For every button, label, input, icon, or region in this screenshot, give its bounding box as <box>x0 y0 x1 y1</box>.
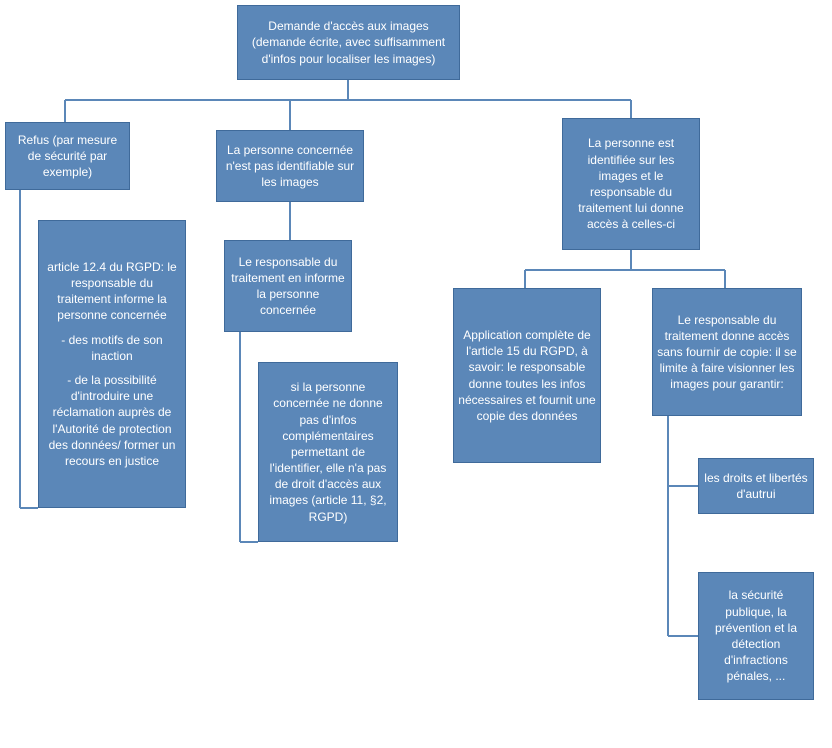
node-text: Le responsable du traitement donne accès… <box>657 312 797 393</box>
node-informe: Le responsable du traitement en informe … <box>224 240 352 332</box>
node-text: La personne concernée n'est pas identifi… <box>221 142 359 191</box>
node-text: la sécurité publique, la prévention et l… <box>703 587 809 684</box>
node-non-identifiable: La personne concernée n'est pas identifi… <box>216 130 364 202</box>
node-text-part: article 12.4 du RGPD: le responsable du … <box>43 259 181 324</box>
node-securite: la sécurité publique, la prévention et l… <box>698 572 814 700</box>
node-refus: Refus (par mesure de sécurité par exempl… <box>5 122 130 190</box>
node-sans-copie: Le responsable du traitement donne accès… <box>652 288 802 416</box>
node-text-part: - des motifs de son inaction <box>43 332 181 364</box>
node-text: si la personne concernée ne donne pas d'… <box>263 379 393 525</box>
node-refus-detail: article 12.4 du RGPD: le responsable du … <box>38 220 186 508</box>
node-text: Demande d'accès aux images (demande écri… <box>242 18 455 67</box>
node-text: Application complète de l'article 15 du … <box>458 327 596 424</box>
node-no-info: si la personne concernée ne donne pas d'… <box>258 362 398 542</box>
node-droits: les droits et libertés d'autrui <box>698 458 814 514</box>
node-text: Le responsable du traitement en informe … <box>229 254 347 319</box>
node-text: La personne est identifiée sur les image… <box>567 135 695 232</box>
node-identifiee: La personne est identifiée sur les image… <box>562 118 700 250</box>
node-text: les droits et libertés d'autrui <box>703 470 809 502</box>
node-text: Refus (par mesure de sécurité par exempl… <box>10 132 125 181</box>
node-text-part: - de la possibilité d'introduire une réc… <box>43 372 181 469</box>
node-art15: Application complète de l'article 15 du … <box>453 288 601 463</box>
node-root: Demande d'accès aux images (demande écri… <box>237 5 460 80</box>
